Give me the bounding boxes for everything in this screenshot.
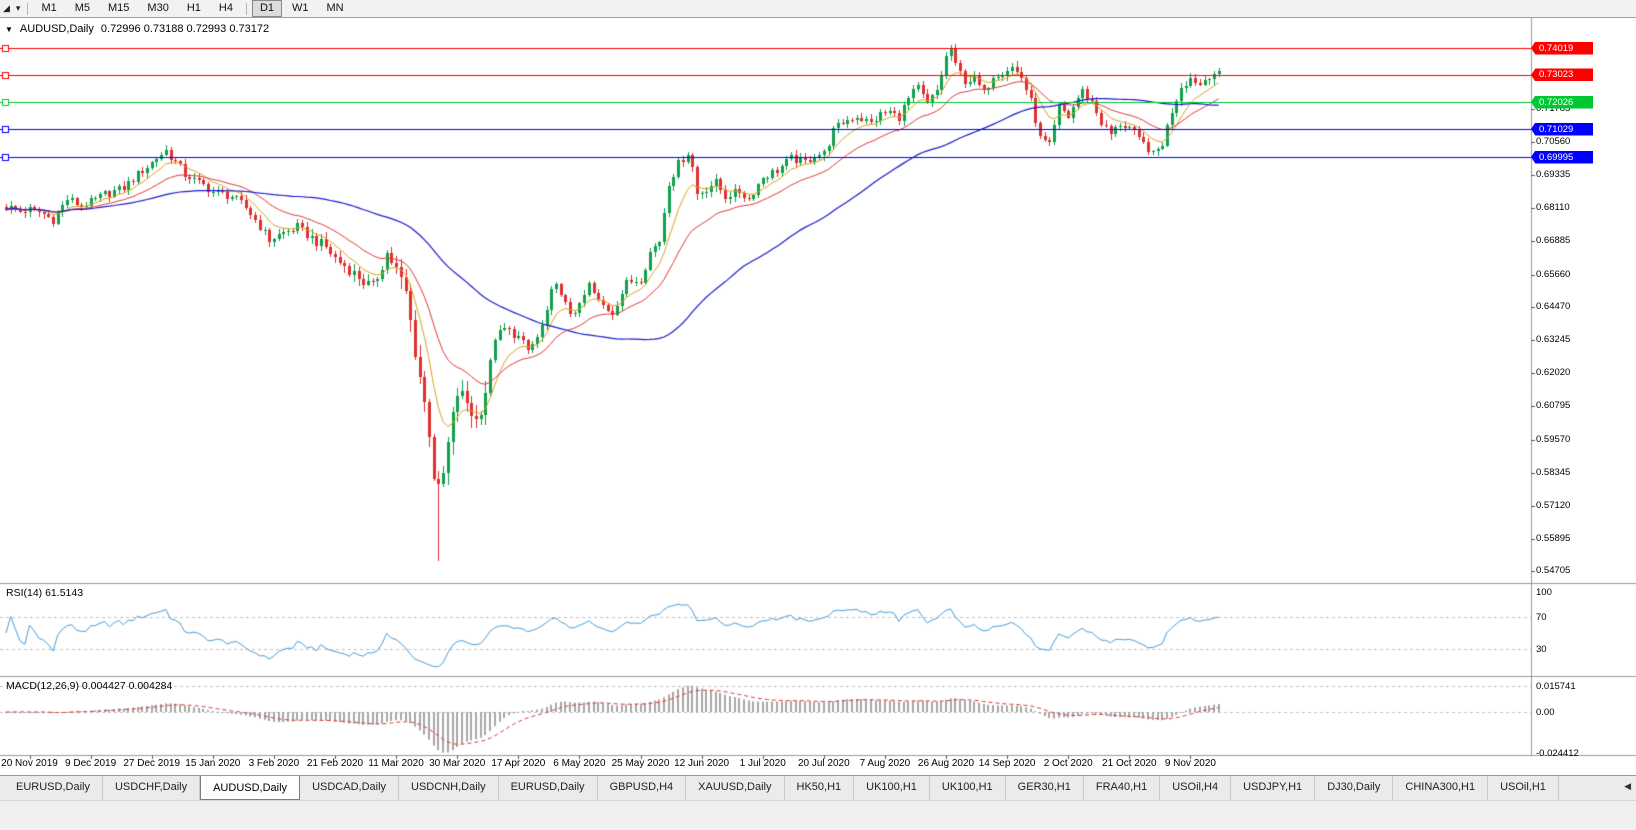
- symbol-tab-3-usdcad-daily[interactable]: USDCAD,Daily: [300, 776, 400, 800]
- symbol-tab-7-xauusd-daily[interactable]: XAUUSD,Daily: [686, 776, 785, 800]
- symbol-tab-2-audusd-daily[interactable]: AUDUSD,Daily: [200, 776, 301, 800]
- timeframe-button-group: M1 M5 M15 M30 H1 H4 D1 W1 MN: [32, 0, 352, 18]
- symbol-tab-17-usoil-h1[interactable]: USOil,H1: [1488, 776, 1559, 800]
- timeframe-button-m5[interactable]: M5: [74, 2, 91, 14]
- toolbar-separator: [27, 2, 29, 15]
- timeframe-button-w1[interactable]: W1: [292, 2, 309, 14]
- chart-tool-dropdown-icon[interactable]: ▾: [15, 3, 21, 13]
- symbol-tab-12-fra40-h1[interactable]: FRA40,H1: [1084, 776, 1161, 800]
- symbol-tab-0-eurusd-daily[interactable]: EURUSD,Daily: [4, 776, 103, 800]
- chart-tabs-bar: EURUSD,Daily USDCHF,Daily AUDUSD,Daily USDC…: [0, 775, 1636, 800]
- status-strip: [0, 800, 1636, 830]
- symbol-tab-14-usdjpy-h1[interactable]: USDJPY,H1: [1231, 776, 1316, 800]
- timeframe-button-m30[interactable]: M30: [147, 2, 169, 14]
- timeframe-button-h4[interactable]: H4: [218, 2, 233, 14]
- timeframe-button-h1[interactable]: H1: [186, 2, 201, 14]
- timeframe-button-d1[interactable]: D1: [251, 0, 283, 17]
- timeframe-button-m15[interactable]: M15: [108, 2, 130, 14]
- symbol-tab-16-china300-h1[interactable]: CHINA300,H1: [1393, 776, 1489, 800]
- toolbar-separator: [245, 2, 247, 15]
- symbol-tab-5-eurusd-daily[interactable]: EURUSD,Daily: [499, 776, 598, 800]
- symbol-tab-8-hk50-h1[interactable]: HK50,H1: [785, 776, 855, 800]
- chart-tool-icon[interactable]: ◢: [3, 3, 10, 13]
- symbol-tab-10-uk100-h1[interactable]: UK100,H1: [930, 776, 1006, 800]
- symbol-tab-4-usdcnh-daily[interactable]: USDCNH,Daily: [399, 776, 499, 800]
- timeframe-button-m1[interactable]: M1: [41, 2, 57, 14]
- symbol-tab-13-usoil-h4[interactable]: USOil,H4: [1160, 776, 1232, 800]
- top-toolbar: ◢ ▾ M1 M5 M15 M30 H1 H4 D1 W1 MN: [0, 0, 1636, 18]
- symbol-tab-11-ger30-h1[interactable]: GER30,H1: [1006, 776, 1084, 800]
- tab-scroll-left-icon[interactable]: ◀: [1624, 781, 1631, 791]
- symbol-tab-9-uk100-h1[interactable]: UK100,H1: [854, 776, 930, 800]
- symbol-tab-1-usdchf-daily[interactable]: USDCHF,Daily: [103, 776, 201, 800]
- timeframe-button-mn[interactable]: MN: [326, 2, 344, 14]
- symbol-tab-6-gbpusd-h4[interactable]: GBPUSD,H4: [598, 776, 687, 800]
- symbol-tab-15-dj30-daily[interactable]: DJ30,Daily: [1315, 776, 1394, 800]
